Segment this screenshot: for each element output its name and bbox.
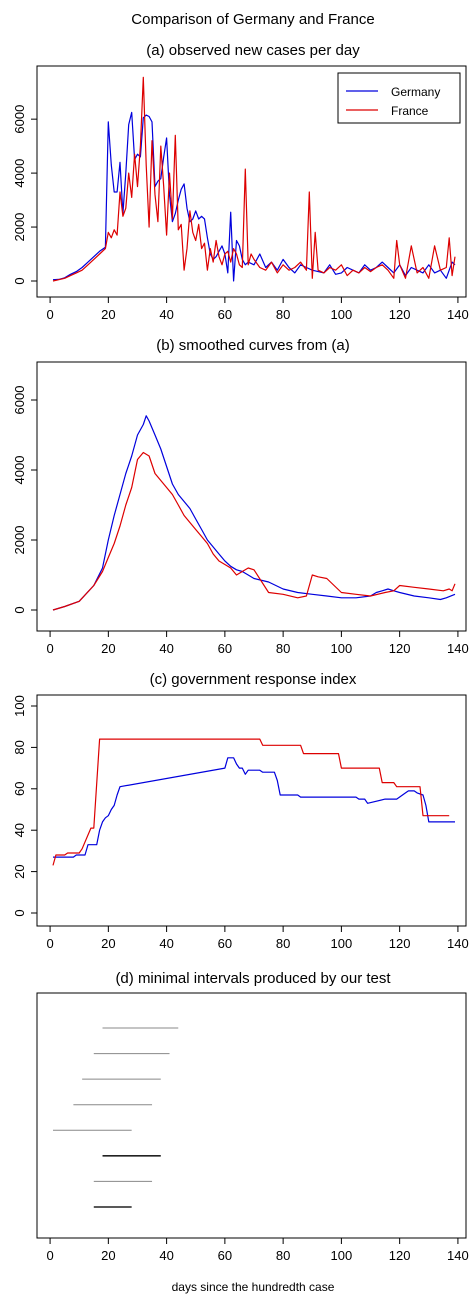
panel-a-plot-frame — [36, 65, 467, 298]
panel-c-y-tick-label: 80 — [12, 740, 27, 754]
panel-d-x-tick-label: 100 — [331, 1248, 353, 1263]
panel-b-smoothed-curves: (b) smoothed curves from (a) 0 20 40 60 80 10… — [12, 337, 469, 656]
panel-b-x-tick-label: 140 — [447, 641, 469, 656]
panel-b-y-tick-label: 2000 — [12, 526, 27, 555]
panel-b-y-tick-label: 6000 — [12, 386, 27, 415]
panel-b-x-tick-label: 40 — [159, 641, 173, 656]
legend-label-germany: Germany — [391, 85, 440, 99]
panel-a-x-tick-label: 120 — [389, 307, 411, 322]
legend-label-france: France — [391, 104, 429, 118]
panel-c-y-tick-label: 40 — [12, 823, 27, 837]
panel-d-x-tick-label: 80 — [276, 1248, 290, 1263]
panel-c-x-tick-label: 100 — [331, 936, 353, 951]
panel-b-x-tick-label: 100 — [331, 641, 353, 656]
panel-b-x-tick-label: 80 — [276, 641, 290, 656]
panel-c-plot-frame — [36, 694, 467, 927]
panel-d-x-tick-label: 140 — [447, 1248, 469, 1263]
panel-c-x-tick-label: 140 — [447, 936, 469, 951]
panel-c-y-tick-label: 0 — [12, 909, 27, 916]
panel-d-x-axis: 0 20 40 60 80 100 120 140 — [46, 1238, 469, 1263]
panel-c-x-tick-label: 40 — [159, 936, 173, 951]
panel-c-x-tick-label: 80 — [276, 936, 290, 951]
legend-box — [337, 72, 461, 124]
panel-d-interval-segments — [53, 1027, 179, 1208]
panel-b-x-axis: 0 20 40 60 80 100 120 140 — [46, 631, 469, 656]
panel-b-y-tick-label: 0 — [12, 606, 27, 613]
panel-c-line-france — [52, 738, 450, 866]
panel-b-y-axis: 0 2000 4000 6000 — [12, 386, 37, 614]
panel-c-y-axis: 0 20 40 60 80 100 — [12, 695, 37, 917]
panel-c-x-tick-label: 0 — [46, 936, 53, 951]
panel-b-x-tick-label: 120 — [389, 641, 411, 656]
panel-c-x-axis: 0 20 40 60 80 100 120 140 — [46, 926, 469, 951]
panel-a-y-tick-label: 6000 — [12, 105, 27, 134]
panel-a-y-tick-label: 4000 — [12, 159, 27, 188]
panel-a-line-germany — [52, 111, 456, 282]
panel-a-x-tick-label: 20 — [101, 307, 115, 322]
panel-b-line-france — [52, 451, 456, 611]
panel-b-x-tick-label: 20 — [101, 641, 115, 656]
panel-a-x-tick-label: 0 — [46, 307, 53, 322]
panel-a-y-tick-label: 0 — [12, 277, 27, 284]
panel-d-plot-frame — [36, 992, 467, 1239]
panel-c-series-lines — [52, 738, 455, 866]
panel-c-x-tick-label: 20 — [101, 936, 115, 951]
panel-d-x-tick-label: 120 — [389, 1248, 411, 1263]
panel-a-observed-cases: (a) observed new cases per day 0 20 40 60 80… — [12, 42, 469, 322]
panel-c-line-germany — [53, 757, 455, 858]
panel-d-x-tick-label: 40 — [159, 1248, 173, 1263]
panel-b-y-tick-label: 4000 — [12, 456, 27, 485]
panel-a-x-tick-label: 40 — [159, 307, 173, 322]
panel-c-title: (c) government response index — [150, 671, 357, 688]
figure-title: Comparison of Germany and France — [131, 11, 374, 28]
panel-b-x-tick-label: 0 — [46, 641, 53, 656]
panel-d-title: (d) minimal intervals produced by our te… — [115, 970, 391, 987]
panel-a-x-tick-label: 140 — [447, 307, 469, 322]
panel-c-x-tick-label: 120 — [389, 936, 411, 951]
panel-c-government-response: (c) government response index 0 20 40 60 80 1… — [12, 671, 469, 951]
panel-c-x-tick-label: 60 — [218, 936, 232, 951]
panel-a-x-tick-label: 100 — [331, 307, 353, 322]
panel-c-y-tick-label: 100 — [12, 695, 27, 717]
panel-a-line-france — [52, 76, 456, 282]
panel-a-x-axis: 0 20 40 60 80 100 120 140 — [46, 297, 469, 322]
panel-a-title: (a) observed new cases per day — [146, 42, 360, 59]
panel-d-minimal-intervals: (d) minimal intervals produced by our te… — [36, 970, 469, 1263]
panel-a-y-tick-label: 2000 — [12, 213, 27, 242]
panel-b-plot-frame — [36, 361, 467, 632]
legend: Germany France — [337, 72, 461, 124]
panel-a-series-lines — [52, 76, 456, 282]
panel-a-x-tick-label: 60 — [218, 307, 232, 322]
panel-b-series-lines — [52, 415, 456, 611]
panel-c-y-tick-label: 60 — [12, 782, 27, 796]
panel-d-x-tick-label: 20 — [101, 1248, 115, 1263]
panel-c-y-tick-label: 20 — [12, 864, 27, 878]
panel-b-title: (b) smoothed curves from (a) — [156, 337, 349, 354]
panel-b-x-tick-label: 60 — [218, 641, 232, 656]
panel-d-x-tick-label: 60 — [218, 1248, 232, 1263]
x-axis-label: days since the hundredth case — [172, 1280, 335, 1294]
panel-b-line-germany — [52, 415, 456, 611]
panel-a-x-tick-label: 80 — [276, 307, 290, 322]
panel-d-x-tick-label: 0 — [46, 1248, 53, 1263]
panel-a-y-axis: 0 2000 4000 6000 — [12, 105, 37, 285]
